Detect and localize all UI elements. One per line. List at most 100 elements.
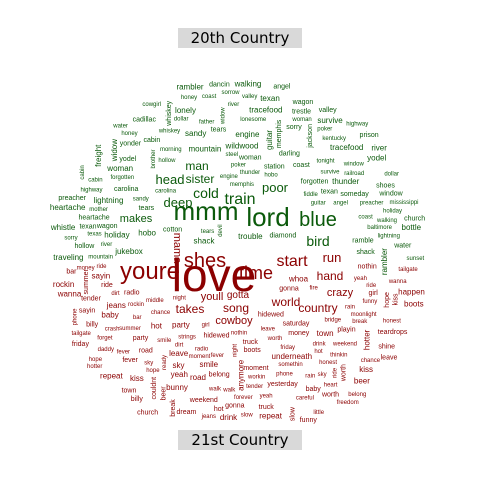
cloud-word-top: woman	[238, 154, 262, 161]
cloud-word-bottom: nothin	[358, 264, 377, 271]
cloud-word-bottom: thinkin	[330, 352, 347, 358]
cloud-word-bottom: teardrops	[378, 329, 408, 336]
cloud-word-bottom: tailgate	[72, 331, 92, 337]
cloud-word-top: holiday	[104, 231, 129, 240]
cloud-word-bottom: cowboy	[215, 315, 253, 327]
cloud-word-bottom: friday	[72, 341, 90, 348]
word-cloud-filler: holiday survive texan baltimore jackson sandy…	[50, 79, 425, 424]
cloud-word-top: texan	[260, 94, 280, 103]
cloud-word-top: highway	[80, 188, 102, 194]
cloud-word-bottom: whoa	[288, 275, 309, 284]
cloud-word-bottom: start	[276, 253, 308, 270]
cloud-word-bottom: freedom	[337, 400, 359, 406]
cloud-word-bottom: gotta	[227, 290, 250, 301]
cloud-word-top: engine	[220, 174, 239, 180]
cloud-word-bottom: kiss	[130, 374, 144, 383]
cloud-word-bottom: weekend	[189, 397, 218, 404]
cloud-word-bottom: hot	[214, 406, 224, 413]
cloud-word-bottom: night	[233, 344, 239, 357]
cloud-word-top: sorry	[64, 236, 77, 242]
cloud-word-top: sunset	[407, 256, 425, 262]
cloud-word-bottom: love	[172, 249, 256, 301]
cloud-word-bottom: rockin	[53, 280, 74, 289]
cloud-word-top: mountain	[88, 255, 113, 261]
cloud-word-bottom: drink	[220, 413, 238, 422]
cloud-word-top: hollow	[74, 243, 95, 250]
cloud-word-top: coast	[293, 162, 310, 169]
cloud-word-bottom: dirt	[175, 343, 184, 349]
cloud-word-top: widow	[220, 107, 226, 125]
cloud-word-top: bird	[306, 233, 329, 249]
cloud-word-top: cabin	[80, 165, 86, 179]
cloud-word-top: window	[378, 191, 403, 198]
cloud-word-top: forgotten	[110, 175, 134, 181]
cloud-word-bottom: hope	[89, 357, 103, 363]
cloud-word-top: hollow	[158, 158, 176, 164]
cloud-word-bottom: youll	[201, 291, 224, 303]
cloud-word-top: kentucky	[322, 136, 346, 142]
cloud-word-bottom: girl	[202, 322, 210, 328]
cloud-word-bottom: dirt	[111, 291, 120, 297]
cloud-word-bottom: party	[133, 335, 149, 342]
cloud-word-bottom: heart	[324, 383, 338, 389]
cloud-word-top: tears	[201, 229, 214, 235]
cloud-word-bottom: yeah	[260, 394, 273, 400]
cloud-word-bottom: tailgate	[398, 267, 418, 273]
cloud-word-bottom: beer	[354, 377, 370, 386]
cloud-word-bottom: gonna	[225, 402, 245, 409]
cloud-word-bottom: repeat	[259, 411, 282, 420]
cloud-word-top: wagon	[96, 223, 118, 230]
cloud-word-bottom: rain	[305, 374, 315, 380]
cloud-word-bottom: weekend	[332, 341, 357, 347]
cloud-word-top: jukebox	[114, 247, 143, 256]
cloud-word-bottom: underneath	[272, 352, 312, 361]
cloud-word-bottom: summer	[119, 326, 141, 332]
cloud-word-top: coast	[358, 214, 373, 220]
cloud-word-top: carolina	[155, 188, 177, 194]
cloud-word-bottom: smile	[157, 338, 172, 344]
cloud-word-top: devil	[218, 224, 224, 236]
cloud-word-bottom: sayin	[79, 308, 95, 315]
cloud-word-bottom: belong	[209, 371, 230, 378]
cloud-word-bottom: kiss	[359, 365, 373, 374]
cloud-word-bottom: party	[172, 321, 190, 330]
cloud-word-top: brother	[151, 149, 157, 168]
cloud-word-bottom: jeans	[201, 414, 216, 420]
cloud-word-bottom: walk	[222, 387, 236, 393]
cloud-word-top: river	[101, 242, 113, 248]
cloud-word-bottom: shine	[378, 343, 395, 350]
cloud-word-bottom: happen	[398, 287, 425, 296]
cloud-word-bottom: fire	[310, 286, 319, 292]
cloud-word-top: woman	[106, 164, 133, 173]
cloud-word-bottom: baby	[306, 386, 322, 393]
cloud-word-top: poor	[262, 180, 289, 195]
cloud-word-bottom: hot	[151, 321, 163, 330]
cloud-word-top: freight	[94, 144, 103, 167]
cloud-word-top: yonder	[120, 140, 142, 147]
cloud-word-bottom: couldnt	[151, 377, 158, 400]
cloud-word-bottom: careful	[296, 396, 314, 402]
cloud-word-top: angel	[273, 83, 291, 90]
cloud-word-bottom: night	[173, 296, 186, 302]
cloud-word-top: water	[393, 243, 412, 250]
cloud-word-top: wagon	[292, 99, 314, 106]
cloud-word-bottom: country	[298, 301, 337, 315]
cloud-word-bottom: money	[288, 330, 310, 337]
cloud-word-top: thunder	[332, 177, 359, 186]
cloud-word-top: diamond	[269, 233, 296, 240]
cloud-word-bottom: takes	[176, 302, 205, 316]
cloud-word-bottom: jeans	[106, 301, 126, 310]
cloud-word-bottom: playin	[337, 326, 355, 333]
cloud-word-top: prison	[360, 132, 379, 139]
cloud-word-top: lonely	[175, 106, 196, 115]
cloud-word-top: valley	[242, 94, 257, 100]
cloud-word-bottom: billy	[86, 322, 99, 329]
cloud-word-bottom: fever	[117, 350, 130, 356]
cloud-word-top: cold	[193, 185, 219, 201]
cloud-word-bottom: chance	[151, 310, 171, 316]
cloud-word-bottom: belong	[348, 392, 366, 398]
cloud-word-top: widow	[110, 139, 119, 162]
cloud-word-bottom: smile	[199, 360, 218, 369]
cloud-word-bottom: fever	[122, 357, 138, 364]
